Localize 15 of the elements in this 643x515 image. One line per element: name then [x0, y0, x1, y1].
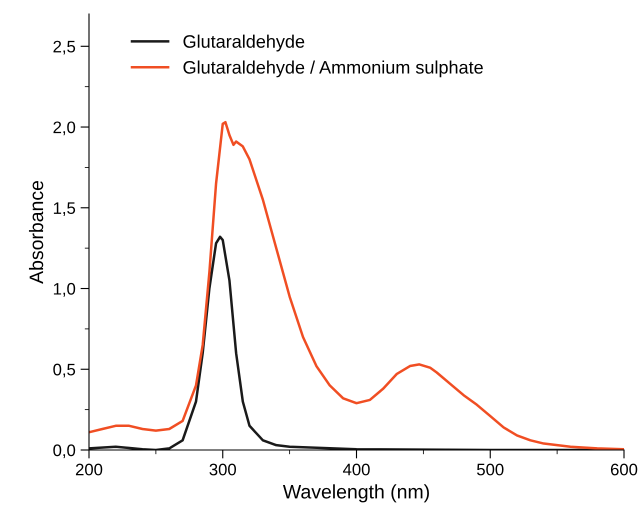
- x-tick-label: 500: [477, 464, 504, 476]
- y-tick-label: 2,0: [53, 121, 76, 136]
- y-tick-label: 0,5: [53, 364, 76, 378]
- y-tick-label: 2,5: [53, 40, 76, 54]
- x-axis-title: Wavelength (nm): [282, 484, 429, 502]
- y-axis-title: Absorbance: [28, 180, 44, 284]
- x-tick-label: 400: [342, 464, 370, 476]
- legend-label: Glutaraldehyde / Ammonium sulphate: [183, 60, 483, 78]
- y-tick-label: 1,0: [54, 282, 76, 297]
- legend-label: Glutaraldehyde: [183, 34, 304, 52]
- y-tick-label: 1,5: [54, 202, 76, 216]
- x-tick-label: 600: [610, 464, 638, 476]
- x-tick-label: 300: [209, 464, 236, 476]
- x-tick-label: 200: [76, 464, 102, 476]
- y-tick-label: 0,0: [53, 444, 76, 458]
